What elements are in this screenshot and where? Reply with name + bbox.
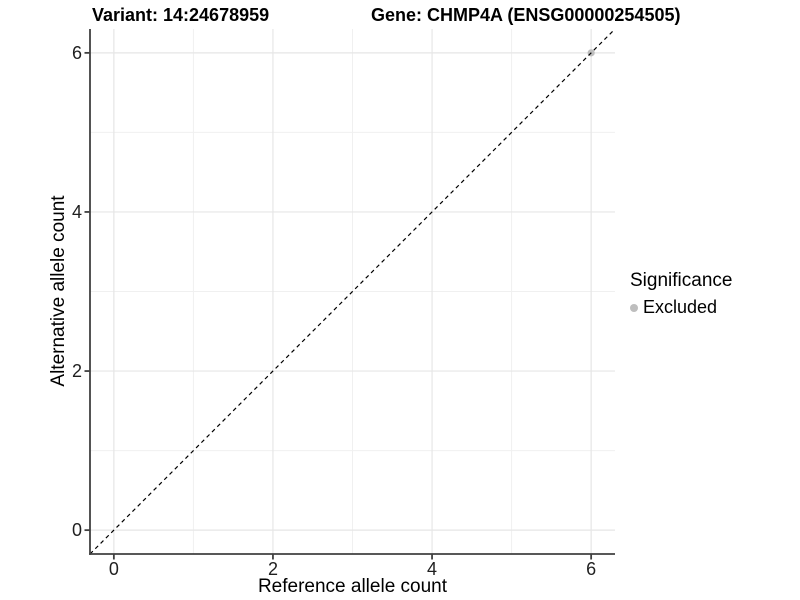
gene-title: Gene: CHMP4A (ENSG00000254505) — [371, 5, 681, 25]
legend: Significance Excluded — [630, 270, 795, 318]
identity-dashed-line — [89, 28, 616, 555]
x-tick-label: 4 — [427, 559, 438, 579]
y-tick-label: 0 — [71, 520, 82, 541]
legend-title: Significance — [630, 270, 733, 291]
x-tick-label: 6 — [586, 559, 597, 579]
y-tick-label: 6 — [71, 42, 82, 63]
y-tick-label: 2 — [71, 361, 82, 382]
x-tick-label: 2 — [267, 559, 278, 579]
y-tick-label: 4 — [71, 201, 82, 222]
legend-point-icon — [630, 303, 638, 312]
legend-item-excluded: Excluded — [630, 297, 795, 318]
x-tick-label: 0 — [108, 559, 119, 579]
variant-title: Variant: 14:24678959 — [92, 5, 270, 25]
legend-item-label: Excluded — [643, 297, 718, 317]
y-axis-title: Alternative allele count — [48, 195, 69, 387]
x-axis-title: Reference allele count — [257, 576, 448, 597]
